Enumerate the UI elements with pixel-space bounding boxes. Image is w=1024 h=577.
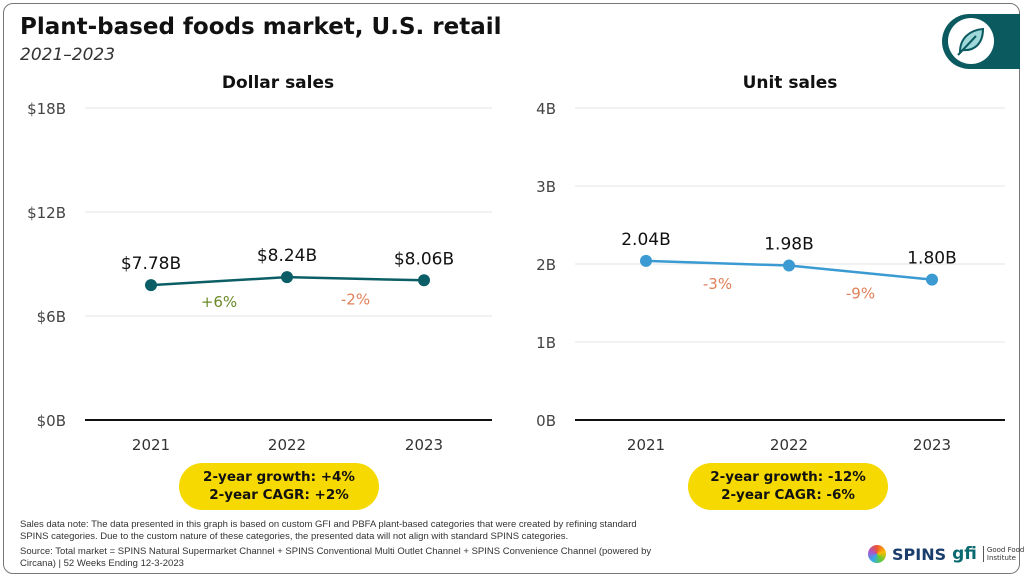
page-subtitle: 2021–2023 xyxy=(20,45,116,65)
unit-change-label: -3% xyxy=(703,275,732,293)
unit-change-label: -9% xyxy=(846,285,875,303)
dollar-cagr: 2-year CAGR: +2% xyxy=(209,487,349,503)
dollar-data-label: $8.06B xyxy=(394,249,454,269)
dollar-y-tick: $12B xyxy=(27,204,66,222)
dollar-chart-title: Dollar sales xyxy=(222,73,334,93)
dollar-data-point xyxy=(281,271,293,284)
dollar-data-label: $7.78B xyxy=(121,254,181,274)
unit-y-tick: 4B xyxy=(536,100,556,118)
unit-x-tick: 2021 xyxy=(627,436,665,454)
spins-logo: SPINS xyxy=(892,544,947,564)
dollar-summary-pill: 2-year growth: +4% 2-year CAGR: +2% xyxy=(179,463,379,510)
dollar-y-tick: $6B xyxy=(37,308,66,326)
dollar-data-point xyxy=(145,279,157,292)
dollar-change-label: -2% xyxy=(341,291,370,309)
leaf-icon xyxy=(948,18,994,64)
dollar-x-tick: 2022 xyxy=(268,436,306,454)
unit-x-tick: 2023 xyxy=(913,436,951,454)
dollar-x-tick: 2021 xyxy=(132,436,170,454)
unit-x-tick: 2022 xyxy=(770,436,808,454)
gfi-logo: gfi xyxy=(952,544,977,564)
gfi-name: Good Food Institute xyxy=(982,546,1024,562)
logos: SPINS gfi Good Food Institute xyxy=(868,544,1024,564)
card-frame xyxy=(3,3,1020,574)
unit-y-tick: 0B xyxy=(536,412,556,430)
dollar-y-tick: $0B xyxy=(37,412,66,430)
unit-data-label: 1.98B xyxy=(764,235,814,255)
unit-y-tick: 3B xyxy=(536,178,556,196)
dollar-x-tick: 2023 xyxy=(405,436,443,454)
unit-summary-pill: 2-year growth: -12% 2-year CAGR: -6% xyxy=(688,463,888,510)
dollar-change-label: +6% xyxy=(201,293,237,311)
unit-data-point xyxy=(640,254,652,267)
spins-burst-icon xyxy=(868,545,886,563)
unit-data-label: 1.80B xyxy=(907,249,957,269)
sales-note: Sales data note: The data presented in t… xyxy=(20,519,637,542)
unit-cagr: 2-year CAGR: -6% xyxy=(721,487,855,503)
page-title: Plant-based foods market, U.S. retail xyxy=(20,14,502,40)
unit-data-label: 2.04B xyxy=(621,230,671,250)
unit-data-point xyxy=(783,259,795,272)
dollar-data-point xyxy=(418,274,430,287)
unit-chart-title: Unit sales xyxy=(743,73,838,93)
unit-growth: 2-year growth: -12% xyxy=(710,469,866,485)
dollar-data-label: $8.24B xyxy=(257,246,317,266)
dollar-growth: 2-year growth: +4% xyxy=(203,469,355,485)
dollar-y-tick: $18B xyxy=(27,100,66,118)
unit-y-tick: 1B xyxy=(536,334,556,352)
unit-y-tick: 2B xyxy=(536,256,556,274)
source-note: Source: Total market = SPINS Natural Sup… xyxy=(20,546,652,569)
unit-data-point xyxy=(926,273,938,286)
